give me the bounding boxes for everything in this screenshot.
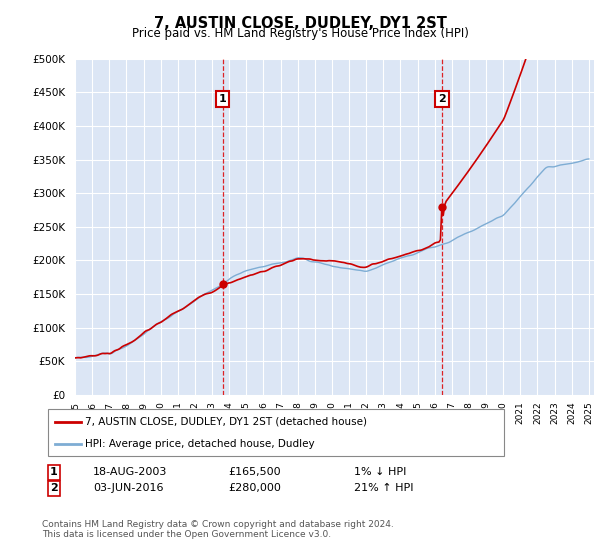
Text: 1: 1	[50, 467, 58, 477]
Text: 21% ↑ HPI: 21% ↑ HPI	[354, 483, 413, 493]
Text: 03-JUN-2016: 03-JUN-2016	[93, 483, 163, 493]
Text: 7, AUSTIN CLOSE, DUDLEY, DY1 2ST (detached house): 7, AUSTIN CLOSE, DUDLEY, DY1 2ST (detach…	[85, 417, 367, 427]
Text: 1: 1	[219, 94, 227, 104]
Text: Price paid vs. HM Land Registry's House Price Index (HPI): Price paid vs. HM Land Registry's House …	[131, 27, 469, 40]
Text: 1% ↓ HPI: 1% ↓ HPI	[354, 467, 406, 477]
Text: Contains HM Land Registry data © Crown copyright and database right 2024.
This d: Contains HM Land Registry data © Crown c…	[42, 520, 394, 539]
Text: 2: 2	[50, 483, 58, 493]
Text: 7, AUSTIN CLOSE, DUDLEY, DY1 2ST: 7, AUSTIN CLOSE, DUDLEY, DY1 2ST	[154, 16, 446, 31]
Text: 18-AUG-2003: 18-AUG-2003	[93, 467, 167, 477]
Text: HPI: Average price, detached house, Dudley: HPI: Average price, detached house, Dudl…	[85, 439, 315, 449]
Text: 2: 2	[438, 94, 446, 104]
Text: £165,500: £165,500	[228, 467, 281, 477]
Text: £280,000: £280,000	[228, 483, 281, 493]
